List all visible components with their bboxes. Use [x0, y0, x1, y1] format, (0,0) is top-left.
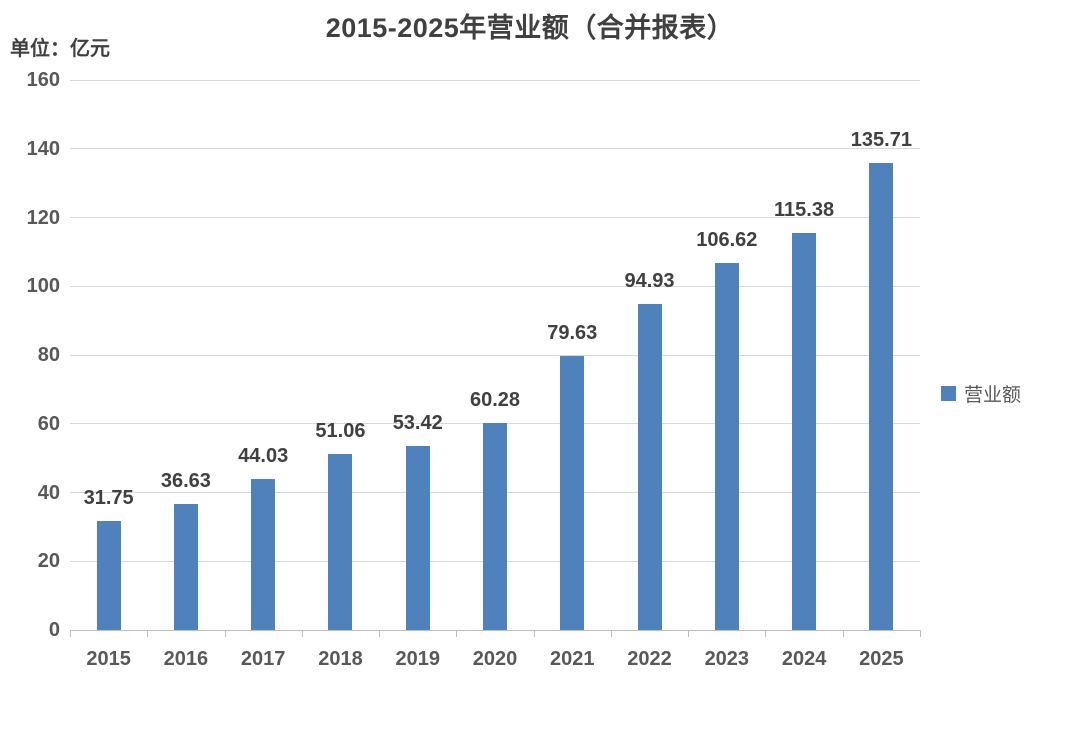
y-axis-tick-label: 120 [26, 206, 60, 229]
data-label-2020: 60.28 [469, 388, 521, 411]
bar-2018 [328, 454, 353, 630]
y-axis-tick-label: 20 [37, 550, 60, 573]
x-axis-line [70, 630, 920, 631]
data-label-2022: 94.93 [624, 269, 675, 292]
data-label-2024: 115.38 [774, 199, 835, 222]
chart-title: 2015-2025年营业额（合并报表） [325, 13, 735, 43]
x-axis-label-2022: 2022 [627, 648, 672, 670]
bar-2021 [560, 356, 585, 630]
data-label-2016: 36.63 [160, 470, 211, 493]
x-axis-label-2025: 2025 [859, 648, 904, 670]
x-axis-tick [688, 630, 690, 637]
legend-label: 营业额 [964, 385, 1022, 406]
data-label-2018: 51.06 [315, 420, 366, 443]
bar-2024 [792, 233, 817, 630]
x-axis-label-2019: 2019 [395, 648, 440, 670]
x-axis-label-2018: 2018 [318, 648, 363, 670]
y-axis-tick-label: 80 [37, 344, 60, 366]
x-axis-label-2024: 2024 [781, 648, 827, 670]
x-axis-label-2016: 2016 [163, 648, 209, 670]
bar-2025 [869, 163, 894, 630]
y-axis-tick-label: 60 [37, 412, 60, 435]
y-axis-tick-label: 100 [26, 275, 60, 298]
x-axis-label-2020: 2020 [472, 648, 518, 670]
gridline [70, 217, 920, 218]
data-label-2023: 106.62 [696, 229, 758, 252]
x-axis-tick [379, 630, 381, 637]
data-label-2021: 79.63 [547, 322, 598, 345]
bar-2019 [405, 446, 430, 630]
x-axis-tick [456, 630, 458, 637]
legend-marker-icon [941, 386, 956, 401]
x-axis-tick [301, 630, 303, 637]
bar-2023 [714, 263, 739, 630]
x-axis-tick [70, 630, 71, 637]
unit-label: 单位：亿元 [10, 38, 110, 60]
x-axis-tick [147, 630, 149, 637]
bar-2015 [96, 520, 121, 630]
x-axis-label-2015: 2015 [86, 648, 131, 670]
y-axis-tick-label: 160 [26, 69, 60, 91]
x-axis-tick [842, 630, 844, 637]
data-label-2015: 31.75 [83, 486, 134, 509]
y-axis-tick-label: 140 [26, 137, 60, 160]
x-axis-tick [533, 630, 535, 637]
x-axis-tick [765, 630, 767, 637]
data-label-2017: 44.03 [238, 444, 289, 467]
gridline [70, 148, 920, 150]
x-axis-label-2017: 2017 [240, 648, 286, 670]
y-axis-tick-label: 0 [48, 619, 60, 641]
gridline [70, 79, 920, 81]
data-label-2019: 53.42 [392, 412, 443, 435]
gridline [70, 354, 920, 356]
x-axis-tick [224, 630, 226, 637]
bar-2016 [173, 504, 198, 630]
bar-2020 [483, 422, 507, 630]
legend: 营业额 [941, 380, 1021, 407]
y-axis-tick-label: 40 [37, 481, 60, 504]
data-label-2025: 135.71 [850, 129, 912, 152]
x-axis-tick [610, 630, 612, 637]
bar-2022 [637, 303, 662, 630]
x-axis-tick [920, 630, 921, 637]
x-axis-label-2023: 2023 [704, 648, 750, 670]
x-axis-label-2021: 2021 [550, 648, 595, 670]
bar-2017 [251, 478, 276, 630]
gridline [70, 285, 920, 287]
